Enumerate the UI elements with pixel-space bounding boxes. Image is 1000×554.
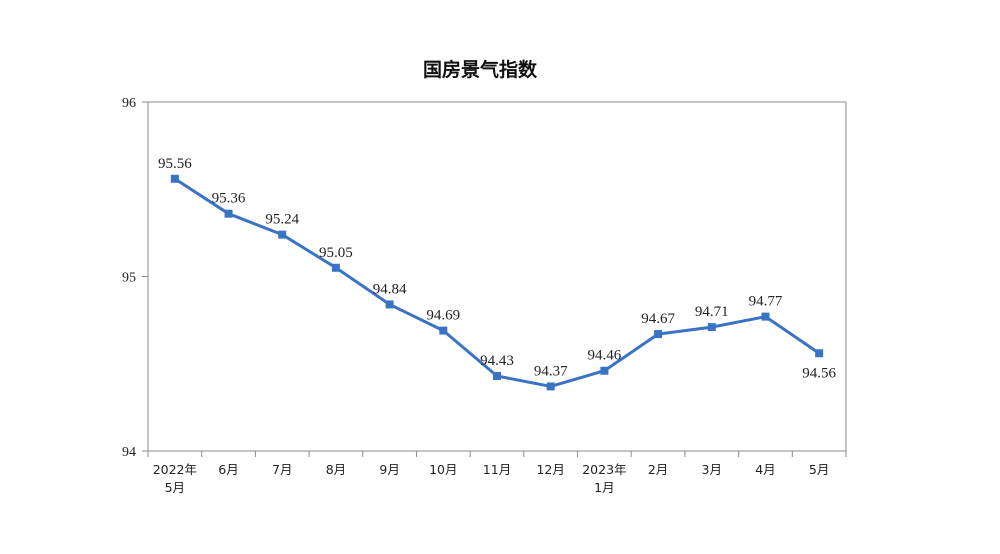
y-tick-label: 95 <box>122 271 136 286</box>
data-label: 95.05 <box>319 245 353 261</box>
x-tick-label: 2023年 <box>582 462 626 477</box>
data-point <box>170 174 179 183</box>
data-label: 95.36 <box>212 191 246 207</box>
data-label: 94.56 <box>802 365 836 381</box>
data-point <box>224 209 233 218</box>
plot-area <box>147 101 847 452</box>
data-label: 94.37 <box>534 363 568 379</box>
data-label: 94.69 <box>426 308 460 324</box>
x-tick-label: 10月 <box>429 462 457 477</box>
y-axis: 94 95 96 <box>122 96 148 460</box>
data-point <box>331 263 340 272</box>
data-point <box>385 300 394 309</box>
data-label: 94.71 <box>695 304 729 320</box>
x-tick-label: 2月 <box>648 462 668 477</box>
series <box>170 174 824 391</box>
data-label: 95.56 <box>158 156 192 172</box>
data-label: 94.84 <box>373 281 407 297</box>
data-point <box>815 349 824 358</box>
x-tick-label: 5月 <box>165 480 185 495</box>
x-axis: 2022年 5月 6月 7月 8月 9月 10月 11月 12月 2023年 1月 2月 3月 4月 5月 <box>147 451 847 495</box>
y-tick-label: 94 <box>122 445 136 460</box>
data-label: 95.24 <box>265 212 299 228</box>
data-point <box>493 371 501 380</box>
x-tick-label: 12月 <box>536 462 564 477</box>
x-tick-label: 8月 <box>326 462 346 477</box>
data-point <box>546 382 555 391</box>
x-tick-label: 9月 <box>379 462 399 477</box>
data-labels: 95.56 95.36 95.24 95.05 94.84 94.69 94.43 94.37… <box>158 156 837 382</box>
data-label: 94.77 <box>749 294 783 310</box>
data-point <box>761 312 770 321</box>
data-point <box>439 326 448 335</box>
chart-title: 国房景气指数 <box>423 58 538 81</box>
x-tick-label: 3月 <box>702 462 722 477</box>
x-tick-label: 2022年 <box>153 462 197 477</box>
data-label: 94.46 <box>588 348 622 364</box>
y-tick-label: 96 <box>122 96 136 111</box>
x-tick-label: 11月 <box>483 462 511 477</box>
x-tick-label: 5月 <box>809 462 829 477</box>
data-point <box>278 230 287 239</box>
data-point <box>600 366 609 375</box>
data-label: 94.67 <box>641 311 675 327</box>
data-point <box>707 323 716 332</box>
data-point <box>654 330 663 339</box>
x-tick-label: 4月 <box>755 462 775 477</box>
x-tick-label: 7月 <box>272 462 292 477</box>
x-tick-label: 1月 <box>594 480 614 495</box>
data-label: 94.43 <box>480 353 514 369</box>
x-tick-label: 6月 <box>218 462 238 477</box>
